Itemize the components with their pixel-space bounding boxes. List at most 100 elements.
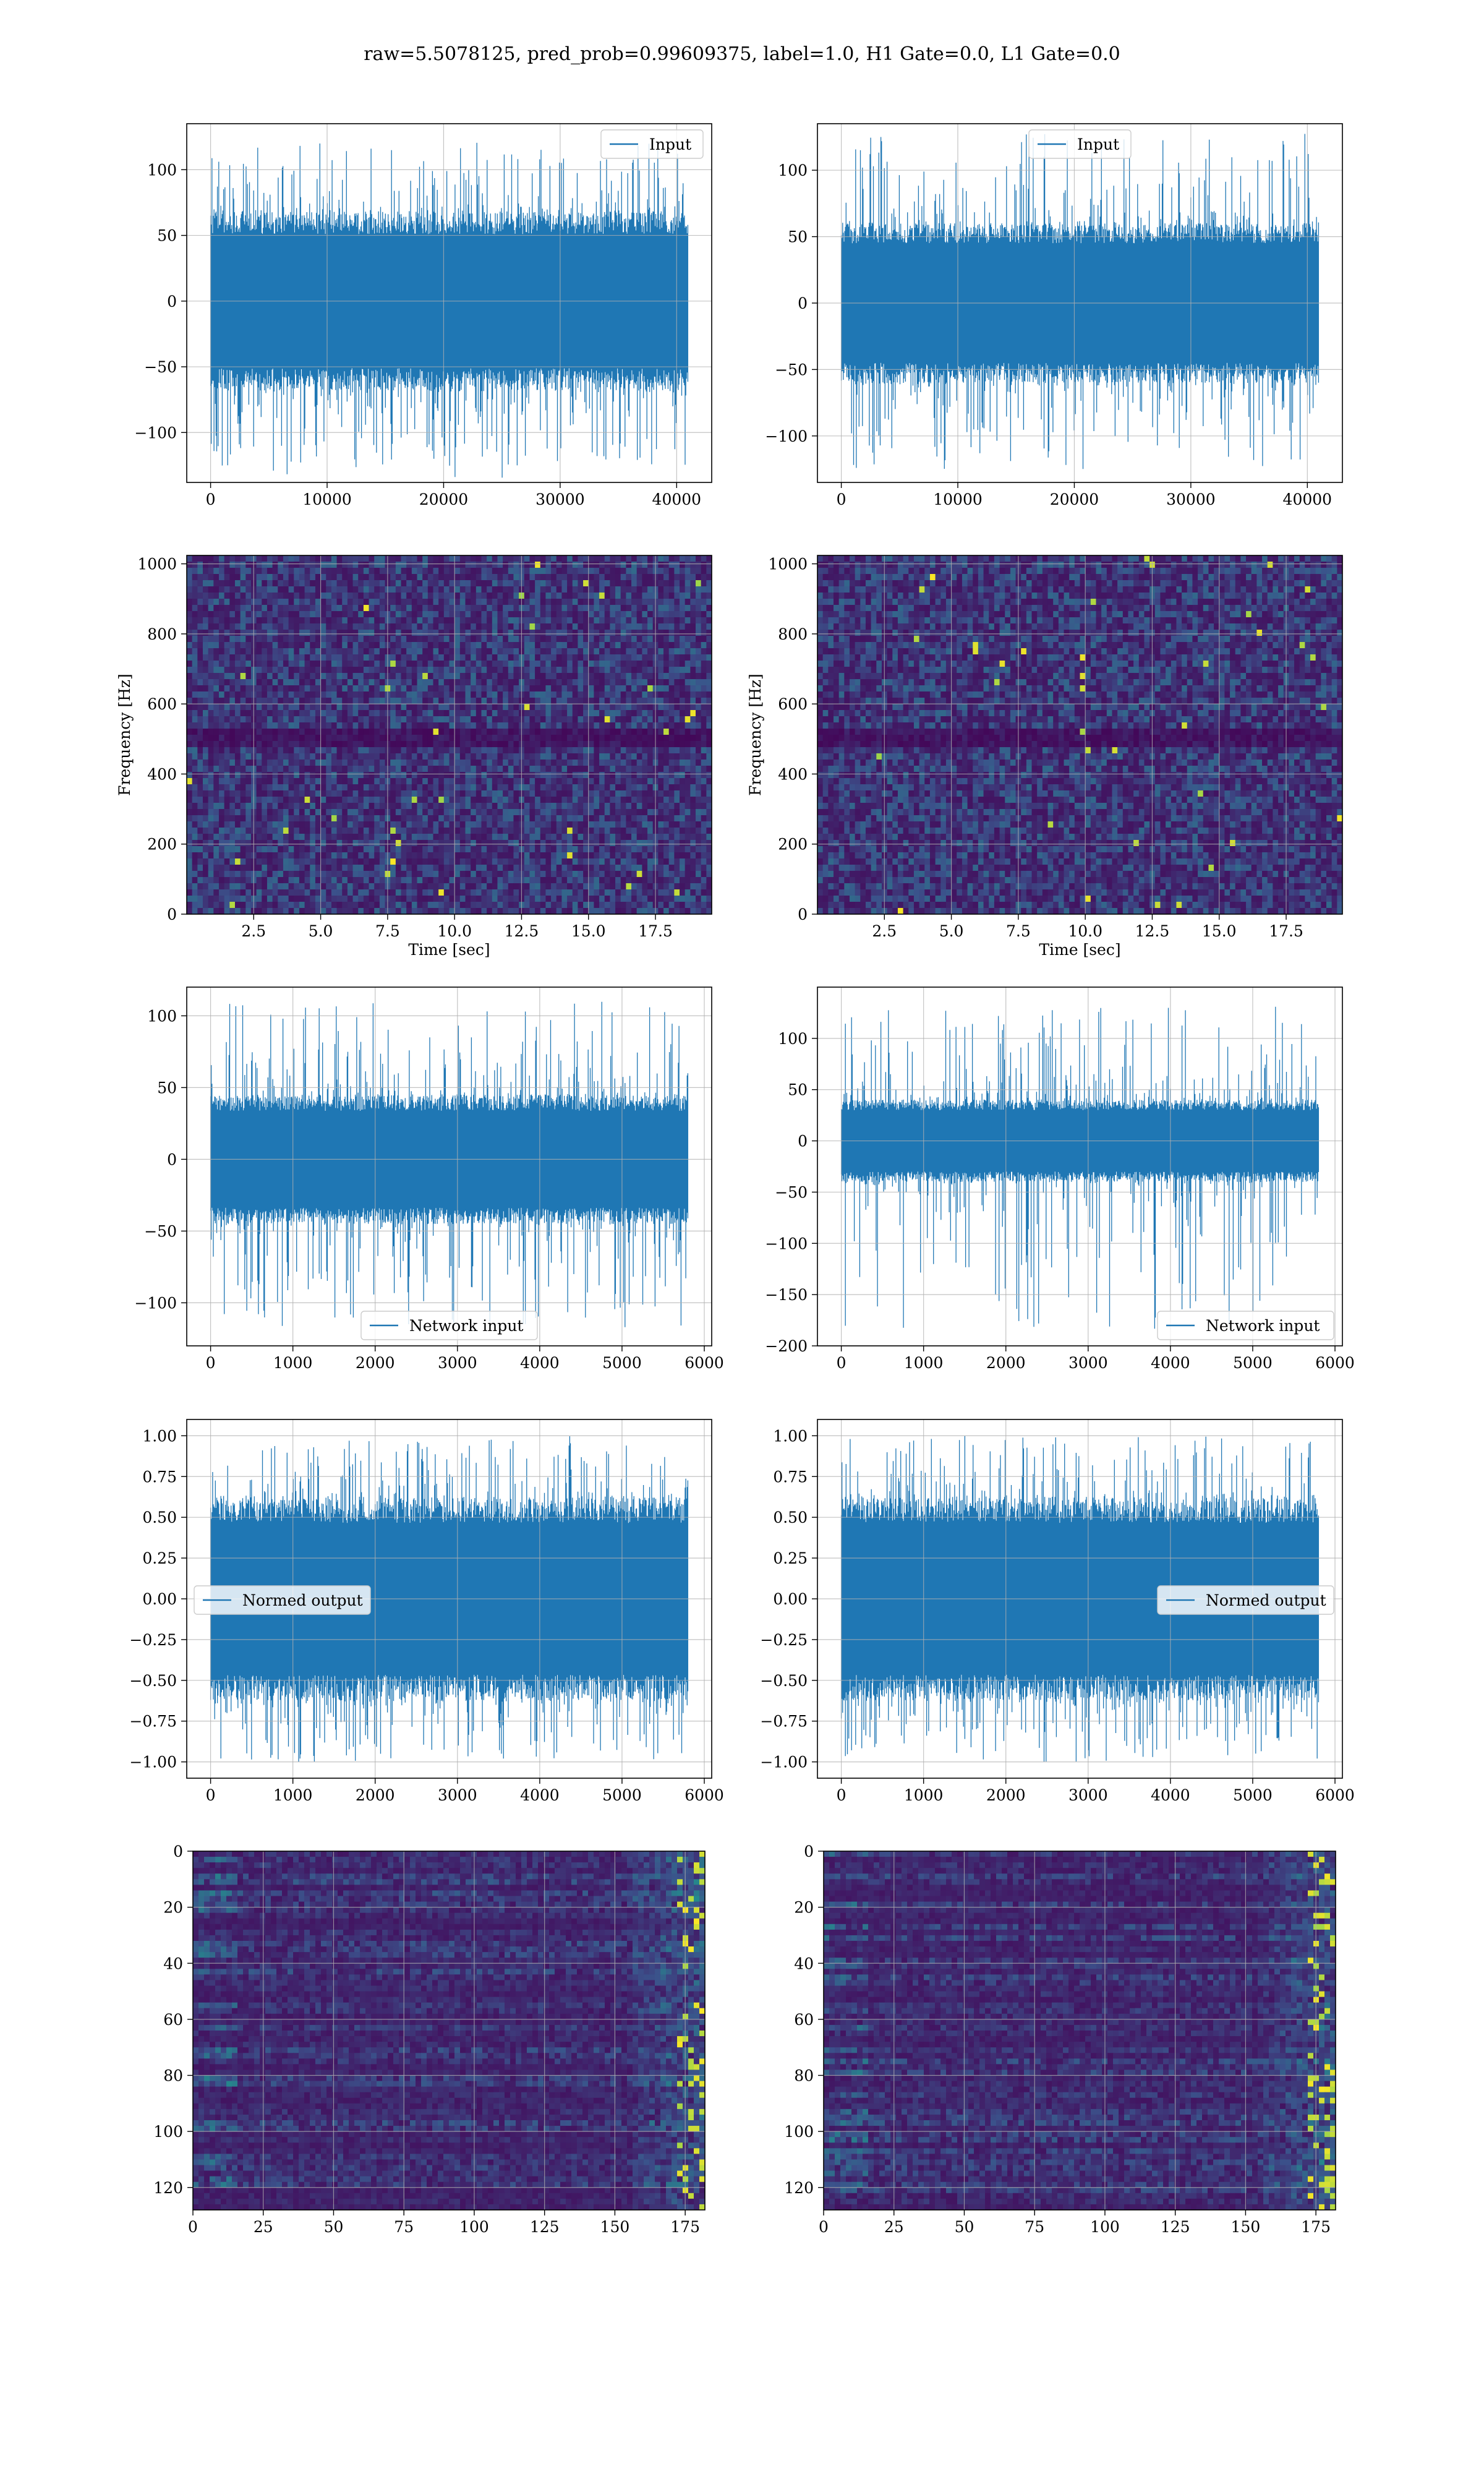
h1-input-xtick-label: 30000: [535, 490, 585, 508]
h1-spectrogram-ytick-label: 800: [147, 625, 177, 643]
h1-feature-map-ytick-label: 100: [153, 2123, 183, 2141]
l1-normed-output-ytick-label: −0.25: [760, 1631, 808, 1649]
l1-normed-output-ytick-label: −0.50: [760, 1672, 808, 1690]
h1-input-ytick-label: −100: [134, 424, 177, 442]
l1-feature-map-ytick-label: 40: [794, 1954, 814, 1972]
l1-spectrogram-xtick-label: 15.0: [1202, 922, 1237, 940]
l1-spectrogram-ytick-label: 800: [778, 625, 808, 643]
h1-input-grid: [187, 124, 712, 482]
l1-spectrogram-xtick-label: 12.5: [1135, 922, 1170, 940]
h1-spectrogram-xtick-label: 2.5: [241, 922, 266, 940]
h1-network-input-ytick-label: 50: [157, 1079, 177, 1097]
l1-spectrogram-panel: 2.5 5.0 7.5 10.0 12.5 15.0 17.5 0 200 400 600 800 10…: [746, 555, 1343, 959]
h1-network-input-xtick-label: 4000: [520, 1354, 560, 1372]
l1-network-input-ytick-label: −200: [765, 1337, 808, 1355]
l1-normed-output-panel: 0 1000 2000 3000 4000 5000 6000 −1.00 −0.75 −0.50…: [760, 1419, 1355, 1804]
h1-normed-output-panel: 0 1000 2000 3000 4000 5000 6000 −1.00 −0.75 −0.50…: [129, 1419, 724, 1804]
l1-network-input-xtick-label: 0: [837, 1354, 846, 1372]
h1-spectrogram-xtick-label: 15.0: [571, 922, 606, 940]
h1-network-input-panel: 0 1000 2000 3000 4000 5000 6000 −100 −50 0 50 100 Ne…: [134, 987, 724, 1372]
l1-network-input-grid: [817, 987, 1342, 1346]
h1-normed-output-ytick-label: 0.25: [142, 1549, 177, 1567]
l1-input-legend-label: Input: [1077, 135, 1119, 153]
l1-normed-output-xtick-label: 6000: [1315, 1786, 1355, 1804]
l1-normed-output-xtick-label: 4000: [1151, 1786, 1190, 1804]
l1-network-input-xtick-label: 5000: [1233, 1354, 1273, 1372]
l1-feature-map-xtick-label: 100: [1090, 2218, 1120, 2236]
h1-input-xtick-label: 0: [206, 490, 216, 508]
l1-normed-output-xtick-label: 1000: [904, 1786, 944, 1804]
h1-normed-output-ytick-label: 0.75: [142, 1468, 177, 1486]
l1-input-ytick-label: 100: [778, 161, 808, 179]
l1-input-series-line: [840, 134, 1320, 469]
h1-feature-map-grid: [192, 1851, 705, 2210]
h1-normed-output-ytick-label: 0.50: [142, 1509, 177, 1526]
h1-feature-map-xtick-label: 75: [394, 2218, 414, 2236]
l1-normed-output-xtick-label: 0: [837, 1786, 846, 1804]
l1-network-input-legend: Network input: [1157, 1311, 1334, 1340]
l1-network-input-panel: 0 1000 2000 3000 4000 5000 6000−200−150−100−50…: [765, 987, 1355, 1372]
h1-normed-output-xtick-label: 6000: [684, 1786, 724, 1804]
h1-normed-output-grid: [187, 1419, 712, 1778]
h1-input-series-line: [210, 142, 689, 478]
l1-input-xtick-label: 0: [837, 490, 846, 508]
l1-input-ytick-label: 50: [788, 228, 808, 246]
l1-feature-map-frame: [823, 1851, 1336, 2211]
h1-spectrogram-ytick-label: 200: [147, 836, 177, 854]
h1-network-input-xtick-label: 0: [206, 1354, 216, 1372]
h1-network-input-grid: [187, 987, 712, 1346]
l1-spectrogram-xtick-label: 7.5: [1006, 922, 1031, 940]
h1-normed-output-legend-label: Normed output: [242, 1591, 363, 1609]
l1-network-input-legend-label: Network input: [1206, 1317, 1320, 1335]
l1-network-input-ytick-label: 0: [798, 1132, 808, 1150]
h1-spectrogram-panel: 2.5 5.0 7.5 10.0 12.5 15.0 17.5 0 200 400 600 800 10…: [116, 555, 712, 959]
l1-input-ytick-label: −100: [765, 427, 808, 445]
l1-spectrogram-ytick-label: 1000: [768, 555, 808, 573]
l1-feature-map-xtick-label: 175: [1301, 2218, 1331, 2236]
h1-input-legend: Input: [600, 129, 704, 159]
h1-feature-map-xtick-label: 50: [324, 2218, 344, 2236]
l1-network-input-ytick-label: −150: [765, 1286, 808, 1304]
h1-feature-map-xtick-label: 150: [600, 2218, 630, 2236]
h1-network-input-legend-label: Network input: [409, 1317, 523, 1335]
l1-normed-output-xtick-label: 5000: [1233, 1786, 1273, 1804]
l1-input-ytick-label: 0: [798, 294, 808, 312]
h1-input-xtick-label: 20000: [419, 490, 469, 508]
l1-spectrogram-xlabel: Time [sec]: [1039, 941, 1120, 959]
h1-input-xtick-label: 10000: [302, 490, 352, 508]
l1-normed-output-ytick-label: 0.50: [773, 1509, 808, 1526]
h1-normed-output-xtick-label: 5000: [602, 1786, 642, 1804]
h1-normed-output-xtick-label: 4000: [520, 1786, 560, 1804]
l1-normed-output-xtick-label: 3000: [1068, 1786, 1108, 1804]
h1-feature-map-ytick-label: 80: [163, 2067, 183, 2085]
l1-input-grid: [817, 124, 1342, 482]
l1-feature-map-heatmap: [824, 1851, 1336, 2210]
h1-normed-output-ytick-label: 0.00: [142, 1590, 177, 1608]
l1-network-input-ytick-label: 100: [778, 1030, 808, 1048]
l1-feature-map-ytick-label: 20: [794, 1899, 814, 1917]
h1-feature-map-ytick-label: 20: [163, 1899, 183, 1917]
l1-spectrogram-xtick-label: 2.5: [872, 922, 897, 940]
l1-network-input-xtick-label: 3000: [1068, 1354, 1108, 1372]
h1-spectrogram-ytick-label: 0: [167, 905, 177, 923]
h1-network-input-xtick-label: 2000: [356, 1354, 395, 1372]
h1-feature-map-ytick-label: 40: [163, 1954, 183, 1972]
h1-normed-output-legend: Normed output: [194, 1585, 371, 1615]
h1-spectrogram-xtick-label: 10.0: [437, 922, 472, 940]
l1-network-input-xtick-label: 1000: [904, 1354, 944, 1372]
h1-input-legend-label: Input: [649, 135, 691, 153]
l1-feature-map-ytick-label: 0: [804, 1843, 814, 1860]
h1-network-input-legend: Network input: [360, 1311, 538, 1340]
h1-normed-output-xtick-label: 1000: [273, 1786, 313, 1804]
h1-feature-map-frame: [192, 1851, 706, 2211]
l1-spectrogram-frame: [817, 555, 1343, 915]
h1-normed-output-ytick-label: 1.00: [142, 1427, 177, 1445]
h1-spectrogram-ylabel: Frequency [Hz]: [116, 674, 134, 796]
l1-spectrogram-ytick-label: 400: [778, 765, 808, 783]
l1-normed-output-legend-label: Normed output: [1206, 1591, 1326, 1609]
l1-spectrogram-xtick-label: 10.0: [1068, 922, 1102, 940]
l1-input-legend: Input: [1028, 129, 1132, 159]
h1-spectrogram-xlabel: Time [sec]: [408, 941, 490, 959]
h1-input-ytick-label: 50: [157, 227, 177, 245]
